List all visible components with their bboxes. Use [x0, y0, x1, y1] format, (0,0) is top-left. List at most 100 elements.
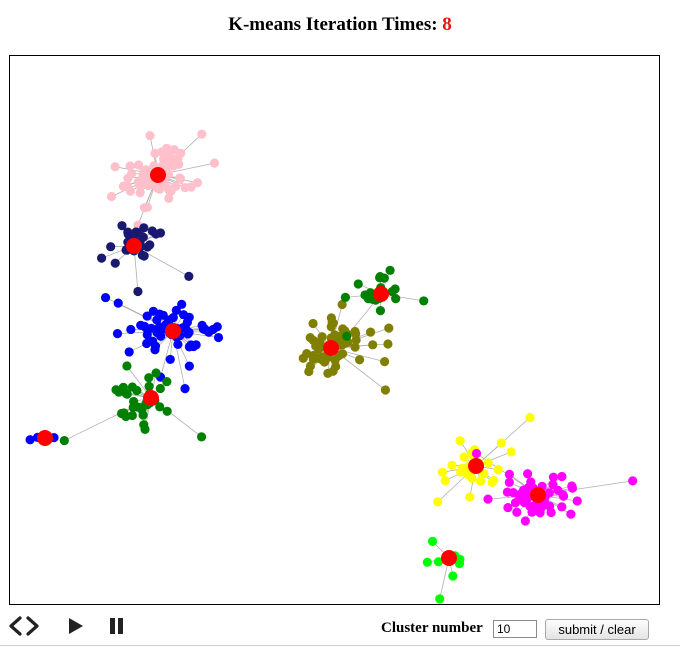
- data-point: [112, 329, 123, 339]
- data-point: [523, 469, 533, 479]
- data-point: [465, 492, 475, 502]
- data-point: [628, 476, 638, 486]
- cluster-graph-svg: [25, 129, 638, 604]
- data-point: [141, 165, 151, 175]
- data-point: [176, 148, 186, 158]
- data-point: [351, 335, 361, 345]
- data-point: [338, 324, 348, 334]
- data-point: [385, 265, 395, 275]
- data-point: [340, 292, 351, 302]
- centroid: [323, 340, 339, 356]
- data-point: [433, 557, 444, 567]
- data-point: [180, 182, 190, 193]
- data-point: [304, 366, 314, 377]
- data-point: [317, 355, 327, 365]
- data-point: [178, 310, 189, 320]
- data-point: [162, 182, 172, 192]
- data-point: [171, 305, 181, 315]
- data-point: [380, 357, 390, 367]
- data-point: [133, 402, 143, 412]
- data-point: [557, 471, 567, 482]
- data-point: [96, 253, 107, 263]
- data-point: [148, 306, 158, 316]
- data-point: [483, 458, 493, 468]
- data-point: [548, 472, 559, 482]
- data-point: [483, 494, 493, 504]
- data-point: [475, 476, 486, 486]
- data-point: [337, 299, 347, 310]
- data-point: [433, 497, 443, 507]
- code-toggle-icon[interactable]: [8, 614, 40, 638]
- data-point: [137, 250, 147, 260]
- data-point: [437, 467, 448, 477]
- data-point: [390, 284, 400, 294]
- data-point: [142, 330, 152, 340]
- submit-clear-button[interactable]: submit / clear: [545, 619, 649, 640]
- data-point: [440, 476, 450, 486]
- data-point: [162, 376, 172, 387]
- data-point: [123, 227, 133, 237]
- data-point: [524, 482, 534, 492]
- centroid: [143, 390, 159, 406]
- cluster-visualization: [9, 55, 660, 605]
- data-point: [487, 477, 497, 487]
- data-point: [191, 340, 201, 350]
- cluster-number-label: Cluster number: [381, 620, 483, 636]
- centroid: [373, 286, 389, 302]
- data-point: [118, 382, 128, 392]
- data-point: [151, 229, 161, 239]
- centroid: [150, 167, 166, 183]
- data-point: [512, 507, 522, 517]
- pause-icon[interactable]: [107, 614, 127, 638]
- data-point: [515, 492, 525, 502]
- data-point: [144, 373, 154, 383]
- data-point: [567, 481, 577, 491]
- data-point: [447, 460, 457, 470]
- data-point: [183, 329, 193, 339]
- data-point: [350, 326, 360, 337]
- data-point: [110, 162, 120, 172]
- data-point: [520, 516, 530, 526]
- data-point: [448, 571, 458, 581]
- data-point: [177, 299, 187, 309]
- data-point: [113, 298, 123, 308]
- centroid: [530, 487, 546, 503]
- data-point: [467, 473, 477, 483]
- data-point: [152, 327, 162, 338]
- data-point: [118, 181, 128, 191]
- data-point: [155, 383, 165, 394]
- data-point: [163, 169, 174, 179]
- play-icon[interactable]: [66, 614, 86, 638]
- data-point: [184, 361, 194, 371]
- data-point: [139, 420, 149, 430]
- data-point: [175, 174, 186, 184]
- data-point: [504, 469, 515, 479]
- iteration-count: 8: [442, 14, 452, 35]
- data-point: [350, 342, 360, 352]
- data-point: [110, 258, 120, 268]
- cluster-number-input[interactable]: [493, 620, 537, 638]
- data-point: [459, 452, 469, 462]
- data-point: [135, 181, 145, 191]
- data-point: [165, 354, 175, 365]
- data-point: [150, 341, 161, 351]
- data-point: [503, 502, 513, 513]
- data-point: [144, 381, 154, 391]
- data-point: [391, 294, 401, 304]
- data-point: [117, 221, 127, 231]
- data-point: [134, 160, 144, 170]
- data-point: [170, 181, 181, 191]
- data-point: [152, 183, 162, 193]
- data-point: [173, 339, 183, 350]
- page-title: K-means Iteration Times: 8: [0, 14, 680, 36]
- data-point: [197, 129, 207, 139]
- data-point: [455, 436, 465, 446]
- centroid: [468, 458, 484, 474]
- data-point: [375, 271, 385, 282]
- data-point: [308, 335, 319, 346]
- data-point: [125, 186, 135, 196]
- data-point: [142, 311, 152, 321]
- centroid: [126, 238, 142, 254]
- data-point: [165, 159, 175, 169]
- data-point: [151, 368, 161, 378]
